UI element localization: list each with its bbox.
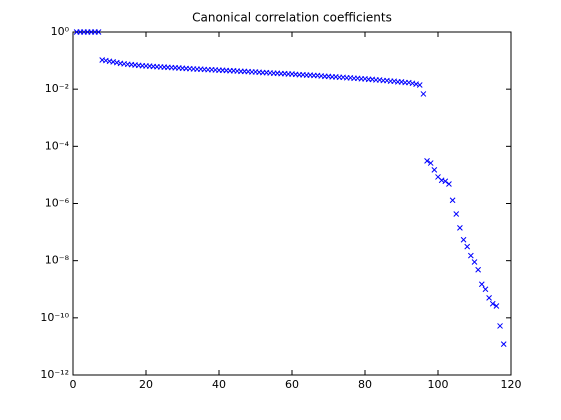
y-tick-label: 10⁻¹²	[40, 368, 69, 381]
point	[497, 323, 503, 329]
x-tick-label: 0	[70, 378, 77, 391]
point	[482, 286, 489, 293]
point	[95, 29, 102, 35]
y-tick-label: 10⁰	[51, 25, 70, 38]
chart-title: Canonical correlation coefficients	[192, 11, 392, 25]
point	[424, 158, 430, 164]
point	[464, 243, 471, 250]
point	[453, 211, 460, 217]
point	[442, 178, 449, 185]
x-tick-label: 100	[428, 378, 449, 391]
point	[449, 197, 456, 204]
point	[416, 82, 423, 88]
point	[457, 225, 463, 231]
point	[489, 300, 496, 307]
x-tick-label: 60	[285, 378, 299, 391]
point	[475, 266, 482, 273]
point	[471, 259, 478, 265]
point	[493, 303, 500, 309]
x-tick-label: 40	[212, 378, 226, 391]
point	[467, 252, 474, 259]
point	[500, 341, 507, 348]
y-tick-label: 10⁻⁶	[45, 197, 70, 210]
plot-area	[72, 31, 512, 376]
point	[486, 295, 492, 301]
y-tick-label: 10⁻²	[45, 82, 69, 95]
point	[460, 236, 467, 243]
y-tick-label: 10⁻⁴	[45, 139, 70, 152]
point	[420, 91, 427, 97]
x-tick-label: 20	[139, 378, 153, 391]
x-tick-label: 80	[358, 378, 372, 391]
x-tick-label: 120	[501, 378, 522, 391]
point	[427, 160, 434, 166]
point	[446, 181, 452, 187]
point	[431, 167, 438, 173]
point	[478, 281, 485, 288]
y-tick-label: 10⁻¹⁰	[40, 311, 69, 324]
y-tick-label: 10⁻⁸	[45, 254, 70, 267]
